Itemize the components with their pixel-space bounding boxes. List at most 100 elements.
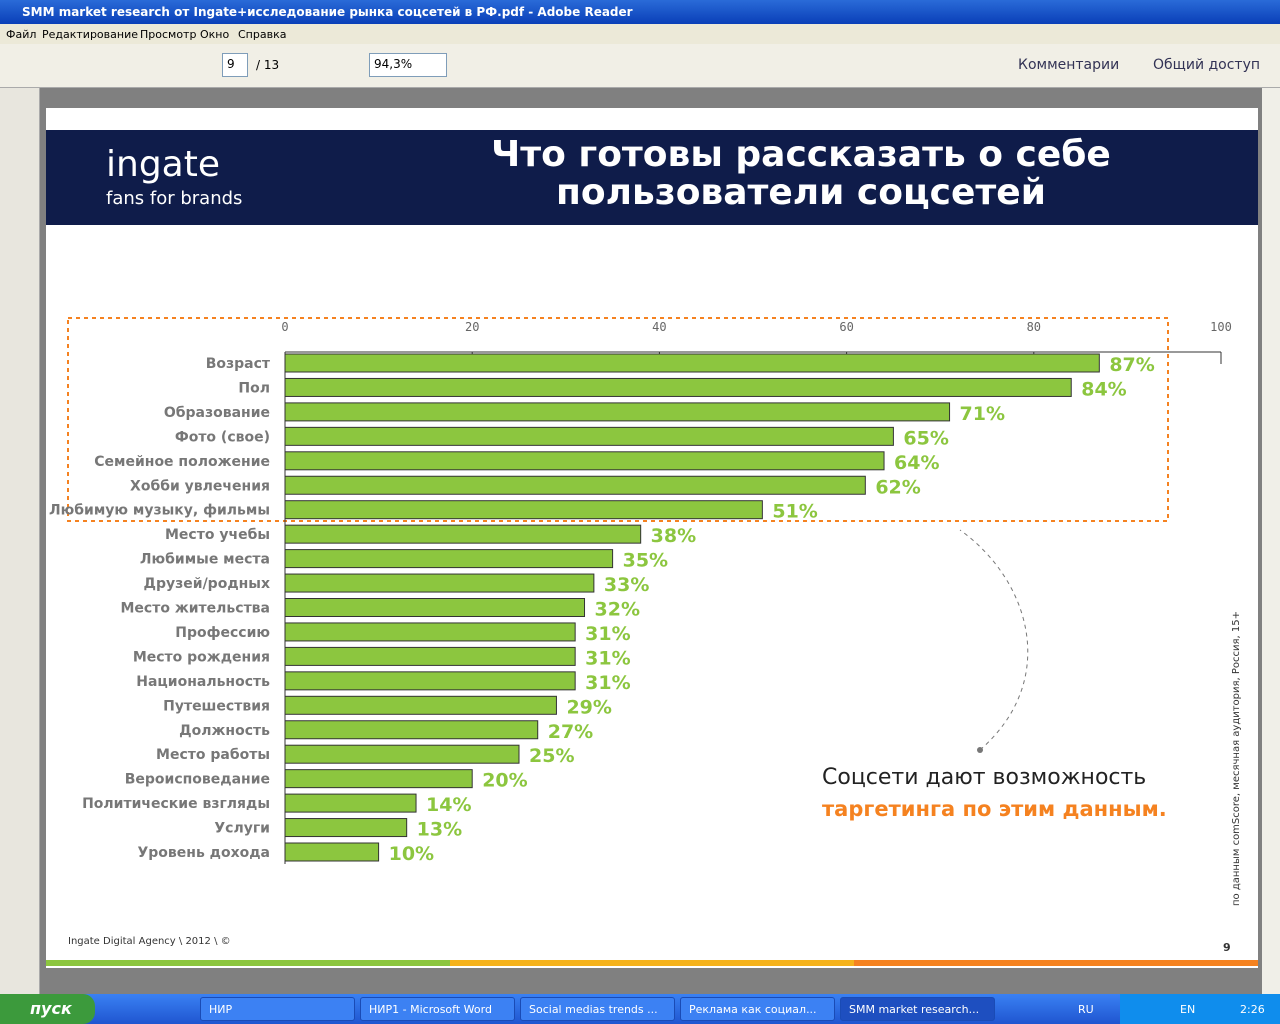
menu-bar: Файл Редактирование Просмотр Окно Справк… bbox=[0, 24, 1280, 44]
value-label: 33% bbox=[604, 574, 649, 596]
zoom-input[interactable]: 94,3% bbox=[369, 53, 447, 77]
header-band: ingate fans for brands Что готовы расска… bbox=[46, 130, 1258, 225]
value-label: 10% bbox=[389, 843, 434, 865]
bar bbox=[284, 524, 642, 544]
title-bar: SMM market research от Ingate+исследован… bbox=[0, 0, 1280, 24]
y-tick-label: Семейное положение bbox=[94, 454, 270, 470]
slide-title: Что готовы рассказать о себе пользователи… bbox=[466, 136, 1136, 212]
y-tick-label: Возраст bbox=[206, 356, 271, 372]
comments-button[interactable]: Комментарии bbox=[1018, 57, 1120, 73]
y-tick-label: Должность bbox=[179, 723, 270, 739]
page-count: / 13 bbox=[256, 58, 280, 72]
value-label: 31% bbox=[585, 623, 630, 645]
y-tick-label: Образование bbox=[164, 405, 270, 421]
bar bbox=[284, 549, 614, 569]
bar bbox=[284, 793, 417, 813]
value-label: 65% bbox=[903, 427, 948, 449]
bar bbox=[284, 475, 866, 495]
y-tick-label: Любимые места bbox=[140, 552, 270, 568]
task-button[interactable]: SMM market research... bbox=[840, 997, 995, 1021]
value-label: 51% bbox=[772, 501, 817, 523]
task-button[interactable]: НИР1 - Microsoft Word bbox=[360, 997, 515, 1021]
bar bbox=[284, 622, 576, 642]
page-input[interactable]: 9 bbox=[222, 53, 248, 77]
bar bbox=[284, 646, 576, 666]
value-label: 14% bbox=[426, 794, 471, 816]
value-label: 71% bbox=[960, 403, 1005, 425]
start-button[interactable]: пуск bbox=[0, 994, 95, 1024]
bar bbox=[284, 451, 885, 471]
x-tick-label: 40 bbox=[652, 320, 666, 334]
title-line: Что готовы рассказать о себе bbox=[491, 134, 1111, 175]
y-tick-label: Уровень дохода bbox=[137, 845, 270, 861]
menu-item[interactable]: Справка bbox=[238, 28, 287, 41]
task-button[interactable]: Реклама как социал... bbox=[680, 997, 835, 1021]
language[interactable]: EN bbox=[1180, 1003, 1196, 1016]
share-button[interactable]: Общий доступ bbox=[1153, 57, 1261, 73]
menu-item[interactable]: Просмотр bbox=[140, 28, 197, 41]
stripe bbox=[46, 960, 450, 966]
y-tick-label: Место рождения bbox=[133, 649, 270, 665]
y-tick-label: Хобби увлечения bbox=[130, 478, 270, 494]
arrow bbox=[959, 529, 1029, 751]
tagline: fans for brands bbox=[106, 188, 243, 209]
bar bbox=[284, 744, 520, 764]
bar bbox=[284, 598, 586, 617]
task-button[interactable]: Social medias trends ... bbox=[520, 997, 675, 1021]
value-label: 29% bbox=[566, 696, 611, 718]
menu-item[interactable]: Редактирование bbox=[42, 28, 138, 41]
value-label: 31% bbox=[585, 647, 630, 669]
bar bbox=[284, 402, 951, 422]
y-tick-label: Друзей/родных bbox=[144, 576, 270, 592]
bar bbox=[284, 695, 557, 715]
y-tick-label: Место учебы bbox=[165, 527, 270, 543]
toolbar: 9 / 13 94,3% Комментарии Общий доступ bbox=[0, 44, 1280, 88]
window-title: SMM market research от Ingate+исследован… bbox=[22, 5, 633, 19]
y-tick-label: Фото (свое) bbox=[175, 429, 270, 445]
value-label: 38% bbox=[651, 525, 696, 547]
menu-item[interactable]: Файл bbox=[6, 28, 37, 41]
y-tick-label: Любимую музыку, фильмы bbox=[49, 503, 270, 519]
scrollbar[interactable] bbox=[1262, 88, 1280, 994]
x-tick-label: 80 bbox=[1027, 320, 1041, 334]
y-tick-label: Политические взгляды bbox=[82, 796, 270, 812]
value-label: 25% bbox=[529, 745, 574, 767]
y-tick-label: Место жительства bbox=[120, 601, 270, 617]
y-tick-label: Путешествия bbox=[163, 698, 270, 714]
bar bbox=[284, 842, 380, 862]
stripe bbox=[450, 960, 854, 966]
highlight-box bbox=[67, 317, 1169, 522]
value-label: 20% bbox=[482, 770, 527, 792]
sidebar bbox=[0, 88, 40, 994]
x-tick-label: 60 bbox=[839, 320, 853, 334]
value-label: 84% bbox=[1081, 378, 1126, 400]
bar bbox=[284, 573, 595, 593]
value-label: 27% bbox=[548, 721, 593, 743]
stripe bbox=[854, 960, 1258, 966]
language[interactable]: RU bbox=[1078, 1003, 1094, 1016]
bar bbox=[284, 377, 1072, 397]
note: Соцсети дают возможность bbox=[822, 765, 1147, 790]
title-line: пользователи соцсетей bbox=[556, 172, 1046, 213]
pdf-page bbox=[46, 108, 1258, 968]
arrow-dot bbox=[977, 747, 983, 753]
bar bbox=[284, 426, 894, 446]
taskbar: пуск НИР НИР1 - Microsoft Word Social me… bbox=[0, 994, 1280, 1024]
bar bbox=[284, 769, 473, 789]
value-label: 31% bbox=[585, 672, 630, 694]
bar bbox=[284, 353, 1100, 373]
page-number: 9 bbox=[1223, 941, 1231, 954]
bar bbox=[284, 818, 408, 838]
note-highlight: таргетинга по этим данным. bbox=[822, 797, 1167, 821]
y-tick-label: Пол bbox=[238, 380, 270, 396]
y-tick-label: Национальность bbox=[136, 674, 270, 690]
menu-item[interactable]: Окно bbox=[200, 28, 230, 41]
bar bbox=[284, 720, 539, 740]
task-button[interactable]: НИР bbox=[200, 997, 355, 1021]
logo: ingate bbox=[106, 144, 220, 185]
clock: 2:26 bbox=[1240, 1003, 1265, 1016]
bar bbox=[284, 671, 576, 691]
x-tick-label: 20 bbox=[465, 320, 479, 334]
